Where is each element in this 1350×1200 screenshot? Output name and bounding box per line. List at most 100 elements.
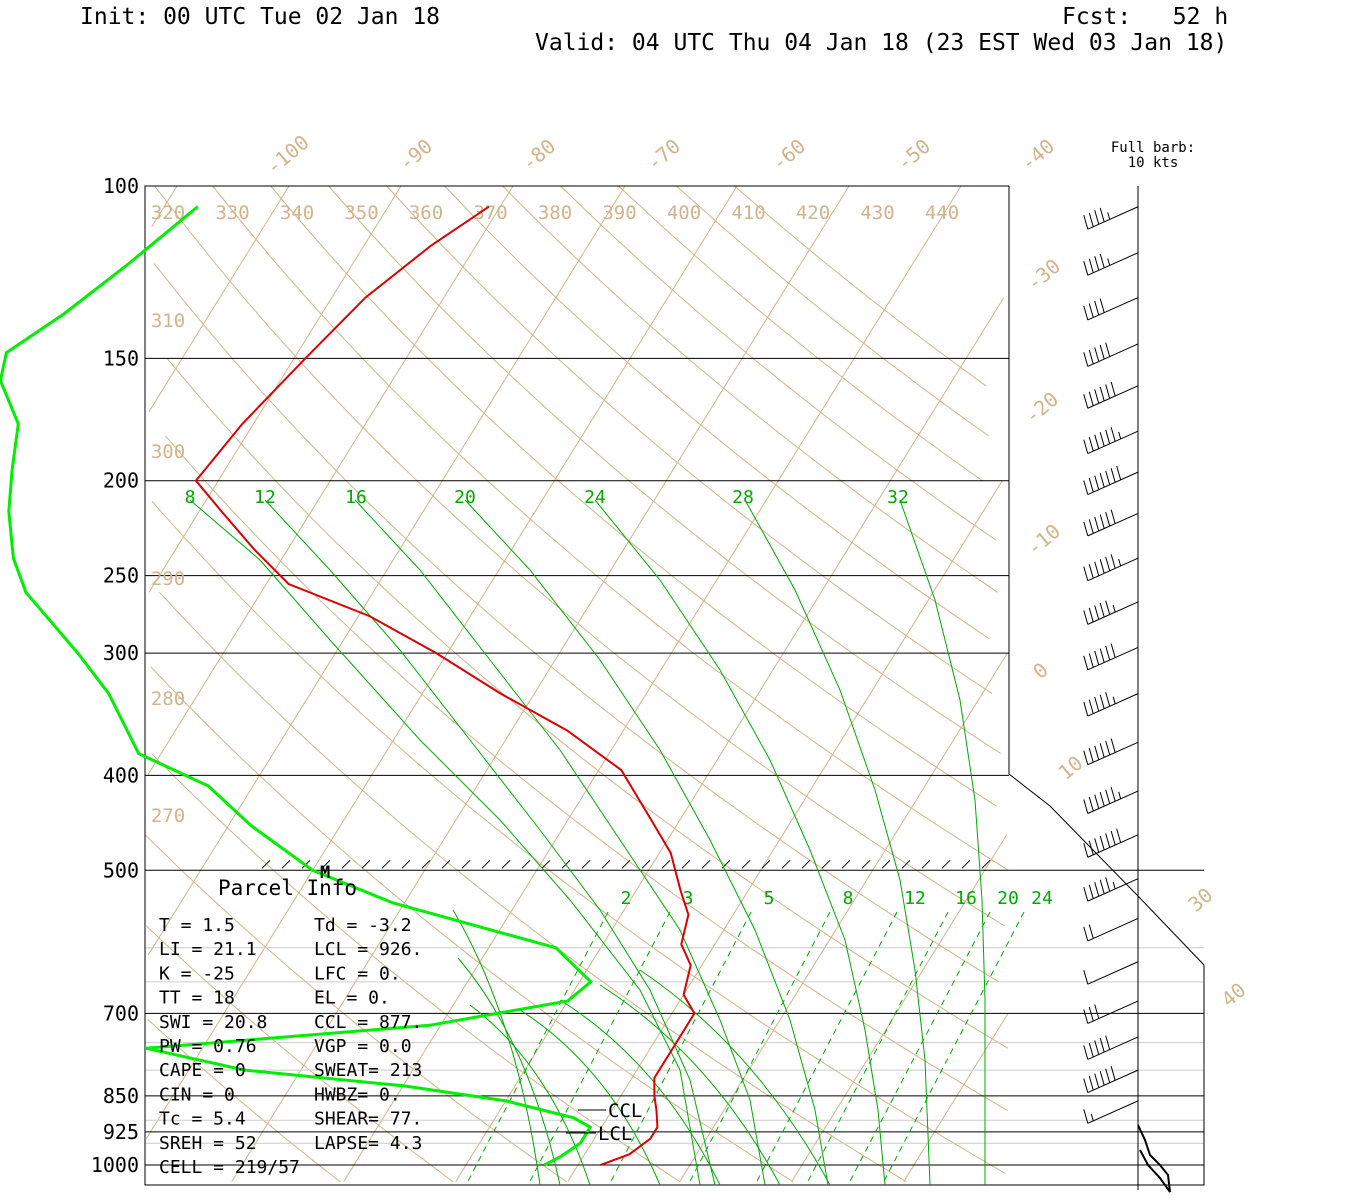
barb-full-flag	[1110, 427, 1116, 442]
mixing-ratio-label: 3	[683, 888, 694, 909]
parcel-info-right-value: HWBZ= 0.	[314, 1084, 401, 1105]
mixing-ratio-label: 24	[1031, 888, 1053, 909]
valid-time-label: Valid: 04 UTC Thu 04 Jan 18 (23 EST Wed …	[535, 30, 1228, 56]
mixing-ratio-label: 24	[584, 487, 606, 508]
barb-full-flag	[1088, 653, 1094, 668]
mixing-ratio-line	[464, 499, 829, 1186]
barb-full-flag	[1083, 610, 1089, 625]
isotherm-line	[148, 185, 290, 412]
barb-half-flag	[1118, 558, 1122, 567]
barb-staff	[1087, 918, 1139, 942]
barb-full-flag	[1088, 748, 1094, 763]
barb-full-flag	[1083, 261, 1089, 276]
barb-half-flag	[1107, 258, 1111, 266]
moist-adiabat-line	[452, 909, 541, 1186]
hatch-mark	[281, 859, 291, 869]
barb-full-flag	[1110, 468, 1116, 483]
theta-label: 290	[151, 568, 185, 590]
moist-adiabat-line	[559, 999, 721, 1186]
isotherm-line	[343, 185, 962, 1182]
hatch-mark	[641, 859, 651, 869]
isotherm-label: -100	[261, 130, 313, 179]
hatch-mark	[601, 859, 611, 869]
hatch-mark	[421, 859, 431, 869]
hatch-mark	[441, 859, 451, 869]
pressure-tick-label: 850	[103, 1084, 139, 1108]
wind-barb	[1083, 342, 1139, 367]
barb-half-flag	[1090, 1113, 1094, 1121]
barb-full-flag	[1110, 787, 1116, 802]
wind-barb	[1083, 600, 1139, 625]
mixing-ratio-dashed-line	[847, 911, 991, 1186]
barb-full-flag	[1099, 298, 1105, 313]
dry-adiabat-line	[146, 925, 454, 1183]
wind-barbs	[1083, 206, 1171, 1193]
parcel-info-left-value: T = 1.5	[159, 915, 235, 936]
barb-full-flag	[1083, 655, 1089, 670]
hatch-mark	[941, 859, 951, 869]
hatch-mark	[581, 859, 591, 869]
diagram-frame	[144, 185, 1205, 1190]
hatch-mark	[501, 859, 511, 869]
barb-staff	[1087, 343, 1139, 367]
barb-full-flag	[1110, 643, 1116, 658]
wind-barb	[1083, 206, 1139, 230]
wind-barb	[1083, 465, 1139, 496]
parcel-info-left-value: SWI = 20.8	[159, 1012, 267, 1033]
hatch-mark	[541, 859, 551, 869]
surface-wind-trace	[1137, 1124, 1171, 1193]
hatch-mark	[981, 859, 991, 869]
parcel-info-right-value: Td = -3.2	[314, 915, 412, 936]
mixing-ratio-line	[899, 499, 986, 1185]
theta-label: 320	[151, 202, 185, 224]
hatch-mark	[361, 859, 371, 869]
barb-full-flag	[1088, 391, 1094, 406]
barb-staff	[1087, 430, 1139, 455]
theta-label: 300	[151, 441, 185, 463]
barb-full-flag	[1099, 207, 1105, 222]
barb-full-flag	[1099, 792, 1105, 807]
hatch-mark	[781, 859, 791, 869]
isotherm-line	[151, 185, 178, 227]
barb-full-flag	[1094, 1004, 1100, 1019]
barb-full-flag	[1105, 740, 1111, 756]
parcel-info-left-value: PW = 0.76	[159, 1036, 257, 1057]
barb-full-flag	[1094, 561, 1100, 576]
dry-adiabat-line	[502, 185, 998, 593]
barb-staff	[1087, 961, 1139, 985]
barb-staff	[1087, 741, 1139, 766]
barb-full-flag	[1088, 1042, 1094, 1058]
hatch-mark	[921, 859, 931, 869]
theta-label: 370	[473, 202, 507, 224]
parcel-info-panel: Parcel Info	[218, 876, 357, 900]
barb-full-flag	[1088, 303, 1094, 318]
barb-full-flag	[1099, 602, 1105, 618]
theta-label: 390	[602, 202, 636, 224]
barb-staff	[1087, 471, 1139, 496]
wind-barb	[1083, 643, 1139, 671]
barb-staff	[1087, 206, 1139, 230]
barb-full-flag	[1088, 519, 1094, 534]
barb-full-flag	[1105, 511, 1111, 527]
barb-full-flag	[1094, 516, 1100, 532]
barb-full-flag	[1083, 439, 1089, 454]
barb-staff	[1087, 601, 1139, 625]
dry-adiabat-line	[618, 185, 983, 482]
barb-staff	[1087, 1000, 1139, 1024]
thermo-background-lines	[144, 185, 1204, 1183]
parcel-info-left-value: K = -25	[159, 963, 235, 984]
hatch-mark	[321, 859, 331, 869]
barb-half-flag	[1112, 696, 1116, 704]
barb-staff	[1087, 1036, 1139, 1060]
isotherm-label: 0	[1028, 658, 1053, 684]
barb-full-flag	[1099, 694, 1105, 709]
wind-barb	[1083, 692, 1139, 717]
isotherm-label: -10	[1022, 519, 1065, 561]
barb-full-flag	[1105, 692, 1111, 707]
barb-full-flag	[1094, 650, 1100, 666]
theta-label: 430	[860, 202, 894, 224]
dry-adiabat-line	[676, 185, 989, 437]
barb-full-flag	[1110, 1066, 1116, 1081]
mixing-ratio-label: 32	[887, 487, 909, 508]
